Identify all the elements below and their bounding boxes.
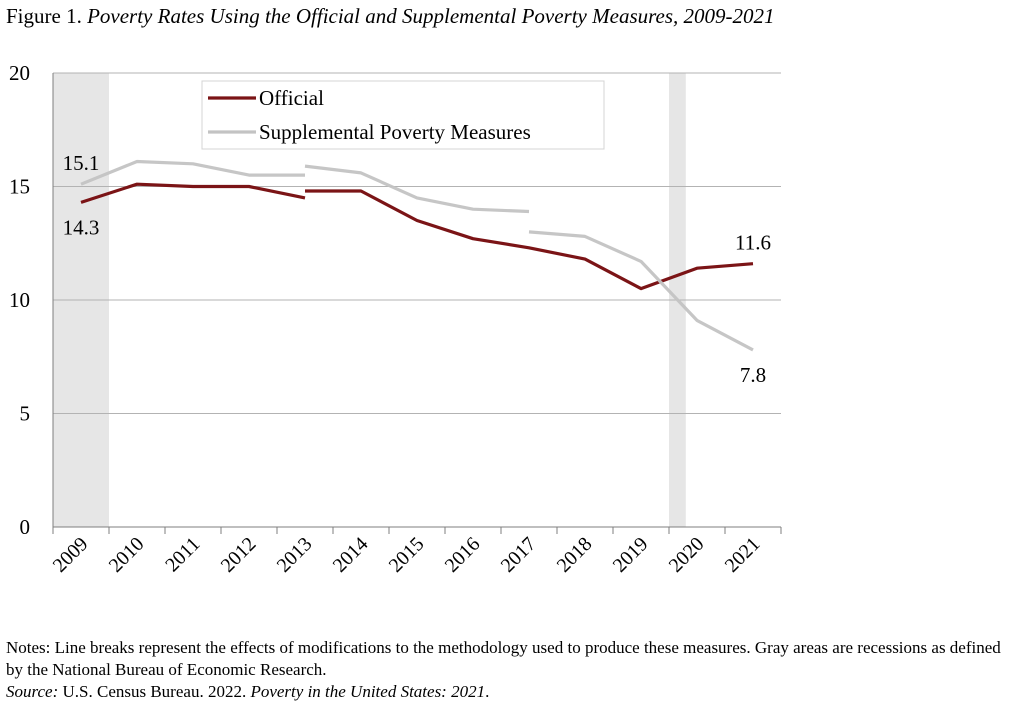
figure-notes: Notes: Line breaks represent the effects… [6,637,1016,703]
x-tick-label-2015: 2015 [385,533,429,577]
y-tick-label-15: 15 [9,175,30,199]
legend-box [201,80,605,150]
y-tick-label-10: 10 [9,288,30,312]
source-text: U.S. Census Bureau. 2022. [58,682,251,701]
series-supplemental-segment-0 [80,159,305,186]
figure-title: Figure 1. Poverty Rates Using the Offici… [6,4,775,29]
x-tick-label-2020: 2020 [665,533,709,577]
legend: Official Supplemental Poverty Measures [201,80,605,150]
legend-label-1: Supplemental Poverty Measures [259,120,531,144]
source-title: Poverty in the United States: 2021 [250,682,486,701]
figure-label: Figure 1. [6,4,82,28]
data-label-2: 11.6 [735,231,771,255]
x-tick-label-2011: 2011 [161,533,204,576]
x-tick-label-2014: 2014 [329,533,373,577]
x-tick-label-2009: 2009 [49,533,93,577]
source-end: . [485,682,490,701]
data-label-3: 7.8 [740,363,766,387]
legend-label-0: Official [259,86,324,110]
series-official-segment-0 [80,182,306,204]
source-line: Source: U.S. Census Bureau. 2022. Povert… [6,681,1016,703]
y-tick-label-0: 0 [20,515,31,539]
x-tick-label-2021: 2021 [721,533,765,577]
data-label-1: 14.3 [63,215,100,239]
data-labels: 15.1 14.3 11.6 7.8 [63,151,771,387]
x-tick-label-2018: 2018 [553,533,597,577]
series-lines [80,159,754,352]
x-tick-label-2017: 2017 [497,533,541,577]
series-supplemental-segment-1 [304,164,530,214]
y-tick-label-20: 20 [9,61,30,85]
series-supplemental-segment-2 [528,230,754,352]
x-tick-label-2016: 2016 [441,533,485,577]
x-tick-label-2012: 2012 [217,533,261,577]
notes-text: Notes: Line breaks represent the effects… [6,638,1001,679]
x-tick-label-2019: 2019 [609,533,653,577]
x-tick-label-2010: 2010 [105,533,149,577]
series-official-segment-1 [305,189,754,291]
x-tick-label-2013: 2013 [273,533,317,577]
figure-title-text: Poverty Rates Using the Official and Sup… [87,4,775,28]
y-tick-label-5: 5 [20,402,31,426]
data-label-0: 15.1 [63,151,100,175]
poverty-rate-line-chart: 0 5 10 15 20 2009 2010 2011 2012 2013 2014 2015 2016… [9,61,782,577]
source-label: Source: [6,682,59,701]
